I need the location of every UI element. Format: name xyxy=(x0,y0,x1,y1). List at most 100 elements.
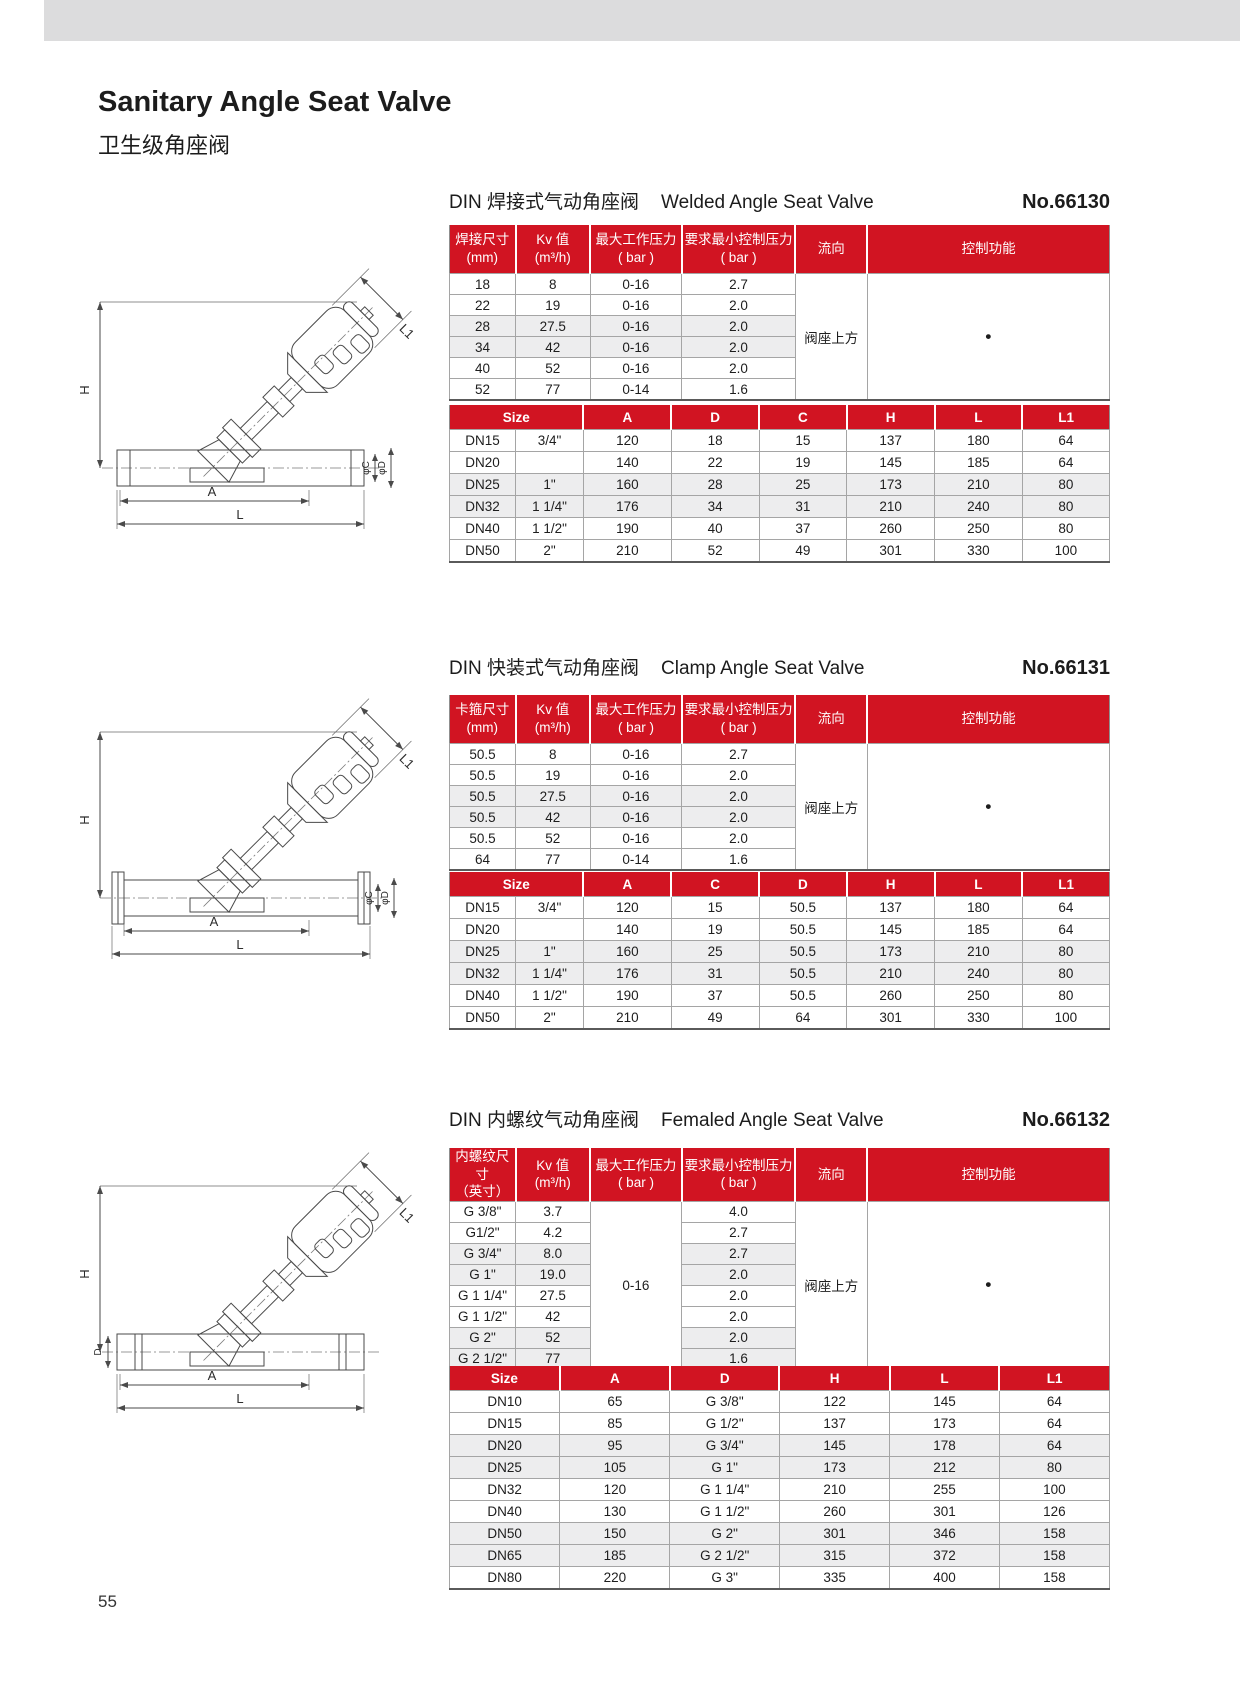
dim-cell: 50.5 xyxy=(758,896,848,919)
actuator: L1 xyxy=(197,1152,417,1367)
dim-cell: DN25 xyxy=(448,1456,561,1479)
dim-cell: 80 xyxy=(1021,984,1111,1007)
section-title-zh: DIN 内螺纹气动角座阀 xyxy=(449,1110,640,1131)
dim-cell: 19 xyxy=(758,451,848,474)
spec-cell: 0-16 xyxy=(589,743,683,765)
spec-cell: 27.5 xyxy=(515,1284,591,1307)
dim-row: DN20 140 19 50.5 145 185 64 xyxy=(449,918,1111,941)
dim-cell: 190 xyxy=(582,984,672,1007)
dim-cell: DN20 xyxy=(448,1434,561,1457)
dim-cell: 137 xyxy=(778,1412,891,1435)
dim-cell: 137 xyxy=(846,429,936,452)
dim-cell: 22 xyxy=(670,451,760,474)
spec-cell: 2.0 xyxy=(681,315,796,337)
flow-direction: 阀座上方 xyxy=(794,1200,868,1371)
spec-cell: 2.0 xyxy=(681,294,796,316)
dim-cell: 50.5 xyxy=(758,962,848,985)
spec-column-header: 最大工作压力( bar ) xyxy=(589,695,682,744)
dim-cell: 52 xyxy=(670,539,760,563)
dim-cell: 25 xyxy=(758,473,848,496)
dim-cell: 137 xyxy=(846,896,936,919)
section-model-no: No.66132 xyxy=(1022,1109,1110,1131)
dim-cell: 2" xyxy=(515,539,584,563)
dim-cell: 173 xyxy=(889,1412,1000,1435)
section-title-en: Clamp Angle Seat Valve xyxy=(661,658,865,679)
dim-cell: DN40 xyxy=(449,984,516,1007)
dim-row: DN32 120 G 1 1/4" 210 255 100 xyxy=(448,1478,1111,1501)
spec-cell: 2.0 xyxy=(681,785,796,807)
dim-cell: 1 1/4" xyxy=(515,495,584,518)
dim-cell: 100 xyxy=(998,1478,1111,1501)
dim-row: DN25 105 G 1" 173 212 80 xyxy=(448,1456,1111,1479)
spec-cell: 4.0 xyxy=(681,1200,796,1223)
spec-cell: G 1 1/4" xyxy=(449,1284,516,1307)
dim-cell: 210 xyxy=(582,1006,672,1030)
section-header-welded: DIN 焊接式气动角座阀 Welded Angle Seat Valve No.… xyxy=(449,188,1110,214)
dim-cell: 100 xyxy=(1021,539,1111,563)
spec-cell: 2.0 xyxy=(681,1305,796,1328)
dim-cell: 372 xyxy=(889,1544,1000,1567)
dim-cell: 80 xyxy=(1021,473,1111,496)
dim-cell: 80 xyxy=(1021,940,1111,963)
dim-cell: 176 xyxy=(582,962,672,985)
dim-cell: DN50 xyxy=(449,539,516,563)
spec-row: 18 8 0-16 2.7 阀座上方 • xyxy=(449,273,1111,401)
dim-cell: G 2 1/2" xyxy=(669,1544,780,1567)
dim-cell: 250 xyxy=(934,517,1023,540)
spec-cell: 52 xyxy=(515,357,591,379)
dim-cell: 64 xyxy=(1021,451,1111,474)
dim-cell: 330 xyxy=(934,1006,1023,1030)
spec-cell: 77 xyxy=(515,378,591,401)
dim-cell: G 1 1/2" xyxy=(669,1500,780,1523)
dim-column-header: H xyxy=(778,1366,890,1391)
spec-column-header: 控制功能 xyxy=(866,695,1110,744)
dim-cell: 176 xyxy=(582,495,672,518)
spec-cell: 2.0 xyxy=(681,806,796,828)
dim-cell: DN25 xyxy=(449,940,516,963)
dim-cell: 37 xyxy=(758,517,848,540)
dim-label-d: φD xyxy=(380,891,391,905)
dim-column-header: D xyxy=(670,405,759,430)
spec-column-header: Kv 值 (m³/h) xyxy=(514,1148,591,1202)
dim-cell: 260 xyxy=(778,1500,891,1523)
spec-cell: 2.7 xyxy=(681,1242,796,1265)
dim-column-header: A xyxy=(582,405,672,430)
dim-cell: 173 xyxy=(846,473,936,496)
spec-cell: 0-16 xyxy=(589,785,683,807)
dim-cell: 173 xyxy=(778,1456,891,1479)
dim-cell: 240 xyxy=(934,962,1023,985)
dim-cell: G 3/8" xyxy=(669,1390,780,1413)
dim-cell: 1" xyxy=(515,473,584,496)
spec-cell: 2.0 xyxy=(681,1284,796,1307)
dim-cell: 1" xyxy=(515,940,584,963)
spec-cell: 0-16 xyxy=(589,315,683,337)
dim-cell: 28 xyxy=(670,473,760,496)
spec-cell: 0-14 xyxy=(589,848,683,871)
dim-header-row: Size A D H L L1 xyxy=(449,1366,1110,1391)
dim-cell: 315 xyxy=(778,1544,891,1567)
spec-column-header: 流向 xyxy=(794,225,868,274)
dim-row: DN32 1 1/4" 176 31 50.5 210 240 80 xyxy=(449,962,1111,985)
dim-cell: DN20 xyxy=(449,451,516,474)
dim-cell: 301 xyxy=(846,1006,936,1030)
dim-label-d: φD xyxy=(377,461,388,475)
dim-cell: 64 xyxy=(998,1434,1111,1457)
dim-cell: G 1/2" xyxy=(669,1412,780,1435)
spec-column-header: Kv 值 (m³/h) xyxy=(514,225,591,274)
dim-column-header: Size xyxy=(449,1366,560,1391)
dim-row: DN15 3/4" 120 15 50.5 137 180 64 xyxy=(449,896,1111,919)
dim-cell: G 3" xyxy=(669,1566,780,1590)
dim-cell: DN20 xyxy=(449,918,516,941)
clamp-valve-drawing: L1 H A L φC φD xyxy=(77,698,417,959)
spec-cell: 0-16 xyxy=(589,357,683,379)
spec-cell: 0-16 xyxy=(589,827,683,849)
spec-header-row: 卡箍尺寸 (mm) Kv 值 (m³/h) 最大工作压力( bar ) 要求最小控制压力(… xyxy=(449,695,1110,744)
spec-cell: 8.0 xyxy=(515,1242,591,1265)
dim-row: DN50 150 G 2" 301 346 158 xyxy=(448,1522,1111,1545)
dim-row: DN10 65 G 3/8" 122 145 64 xyxy=(448,1390,1111,1413)
dim-cell: 49 xyxy=(758,539,848,563)
dim-cell: DN50 xyxy=(448,1522,561,1545)
spec-column-header: 内螺纹尺寸 （英寸） xyxy=(449,1148,516,1202)
dim-cell: DN40 xyxy=(448,1500,561,1523)
dim-cell: DN10 xyxy=(448,1390,561,1413)
